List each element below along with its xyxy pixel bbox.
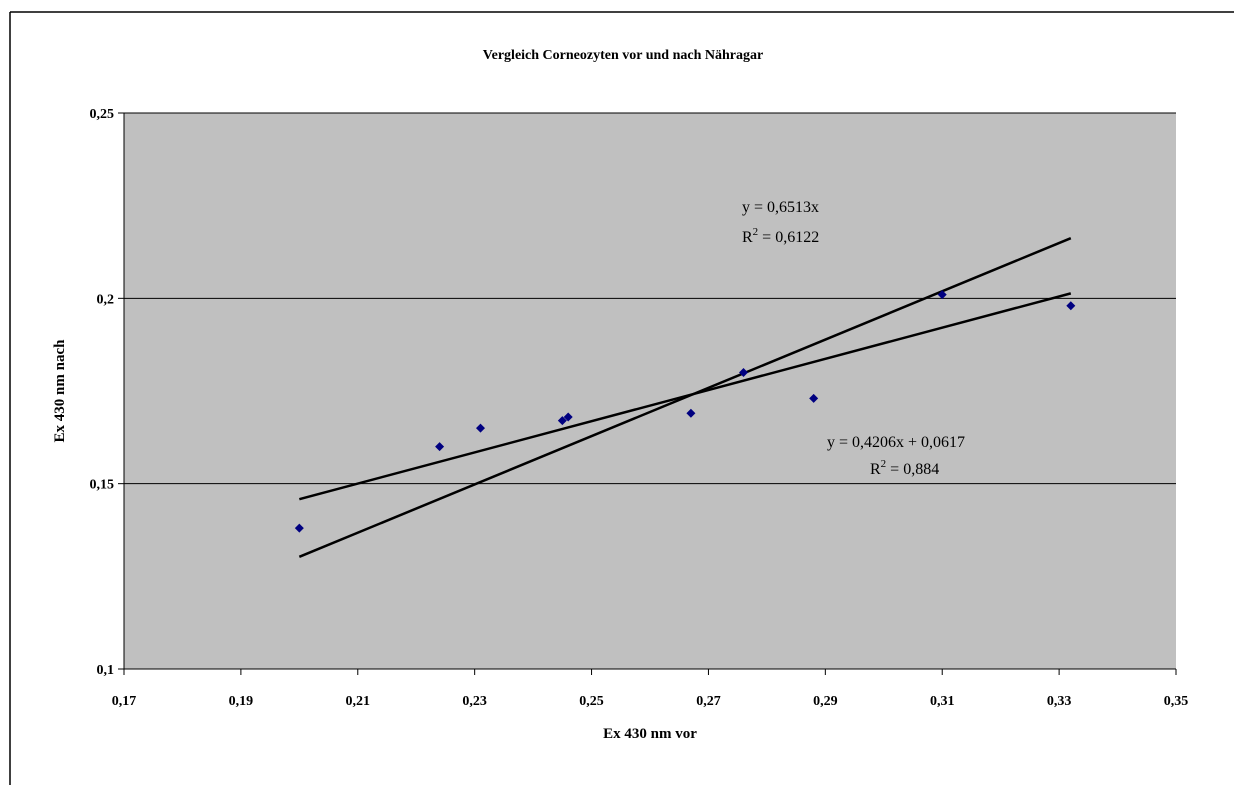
x-tick-label: 0,25	[579, 694, 604, 709]
data-point	[476, 423, 486, 433]
x-tick-label: 0,21	[346, 694, 371, 709]
data-point	[739, 367, 749, 377]
x-tick-label: 0,17	[112, 694, 137, 709]
data-point	[435, 442, 445, 452]
x-tick-label: 0,35	[1164, 694, 1189, 709]
data-point	[809, 393, 819, 403]
x-tick-label: 0,29	[813, 694, 838, 709]
y-tick-label: 0,15	[90, 478, 115, 493]
data-point	[557, 416, 567, 426]
data-point	[1066, 301, 1076, 311]
chart-title: Vergleich Corneozyten vor und nach Nähra…	[483, 48, 763, 63]
trendline-2	[299, 292, 1072, 501]
y-axis-ticks: 0,1 0,15 0,2 0,25	[90, 107, 124, 678]
x-axis-ticks: 0,17 0,19 0,21 0,23 0,25 0,27 0,29 0,31 0,33 0,35	[112, 669, 1189, 709]
data-point	[294, 523, 304, 533]
plot-area	[124, 113, 1176, 669]
data-points	[294, 290, 1076, 533]
data-point	[563, 412, 573, 422]
x-tick-label: 0,27	[696, 694, 721, 709]
y-tick-label: 0,25	[90, 107, 115, 122]
x-tick-label: 0,31	[930, 694, 955, 709]
trendline-1-r2: R2 = 0,6122	[742, 226, 819, 246]
data-point	[686, 408, 696, 418]
trendline-1-equation: y = 0,6513x	[742, 199, 819, 216]
x-tick-label: 0,33	[1047, 694, 1072, 709]
y-tick-label: 0,1	[97, 663, 115, 678]
y-axis-label: Ex 430 nm nach	[52, 339, 68, 443]
gridlines	[124, 112, 1176, 485]
x-tick-label: 0,19	[229, 694, 254, 709]
trendline-2-equation: y = 0,4206x + 0,0617	[827, 434, 965, 451]
x-tick-label: 0,23	[462, 694, 487, 709]
data-point	[937, 290, 947, 300]
x-axis-label: Ex 430 nm vor	[603, 726, 697, 742]
trendline-2-r2: R2 = 0,884	[870, 458, 939, 478]
y-tick-label: 0,2	[97, 292, 115, 307]
